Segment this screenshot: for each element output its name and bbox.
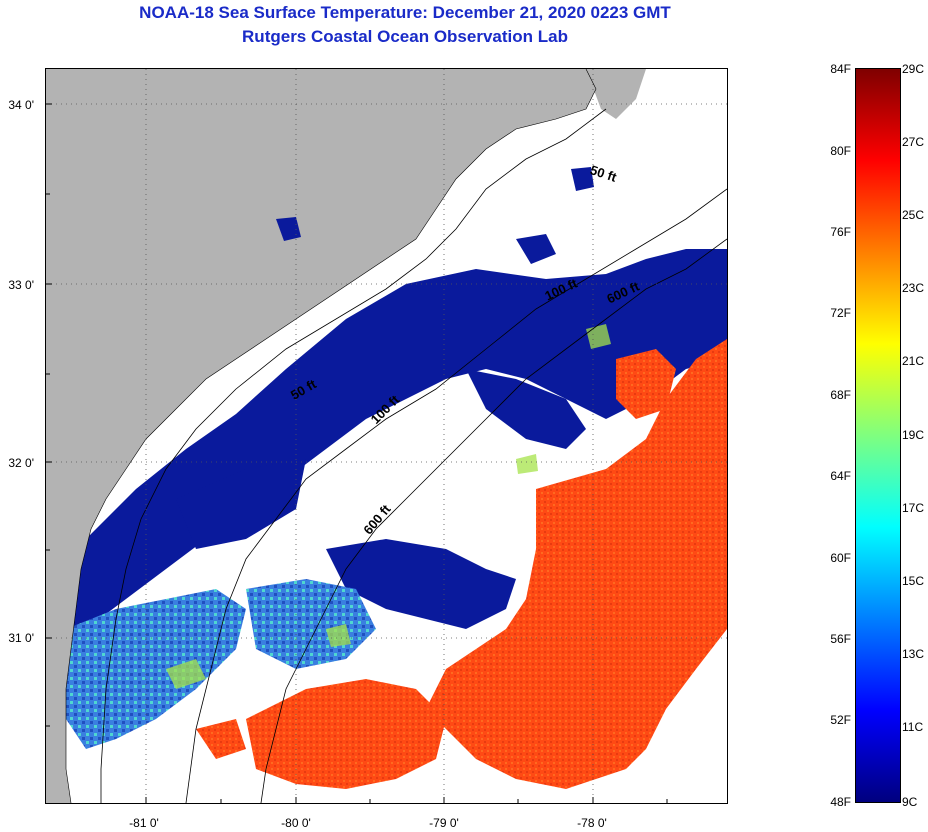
contour-100ft xyxy=(185,188,727,803)
transition-water xyxy=(166,324,611,689)
colorbar-f-label-64: 64F xyxy=(830,469,851,483)
cape-land xyxy=(586,69,646,119)
colorbar-c-label-29: 29C xyxy=(902,62,925,76)
island xyxy=(276,217,301,241)
lon-label-79: -79 0' xyxy=(429,816,459,830)
colorbar-c-label-11: 11C xyxy=(902,720,924,734)
map-gridlines xyxy=(46,69,727,803)
colorbar-c-label-17: 17C xyxy=(902,501,925,515)
map-subtitle: Rutgers Coastal Ocean Observation Lab xyxy=(242,27,568,46)
colorbar-c-label-13: 13C xyxy=(902,647,925,661)
gulf-stream xyxy=(196,339,727,789)
map-title: NOAA-18 Sea Surface Temperature: Decembe… xyxy=(139,3,671,22)
coastal-water xyxy=(66,579,376,749)
colorbar-f-label-48: 48F xyxy=(830,795,851,809)
lon-label-78: -78 0' xyxy=(577,816,607,830)
colorbar-c-label-27: 27C xyxy=(902,135,925,149)
colorbar-f-label-56: 56F xyxy=(830,632,851,646)
colorbar-f-label-80: 80F xyxy=(830,144,851,158)
colorbar-f-label-52: 52F xyxy=(830,713,851,727)
coastline xyxy=(65,69,597,803)
colorbar-f-label-68: 68F xyxy=(830,388,851,402)
contour-600ft xyxy=(260,238,727,803)
cold-shelf-water xyxy=(46,167,727,659)
land-mass xyxy=(46,69,596,803)
lat-label-34: 34 0' xyxy=(8,98,34,112)
lat-label-32: 32 0' xyxy=(8,456,34,470)
temperature-colorbar xyxy=(855,68,901,803)
colorbar-c-label-15: 15C xyxy=(902,574,925,588)
lon-label-80: -80 0' xyxy=(281,816,311,830)
colorbar-c-label-9: 9C xyxy=(902,795,918,809)
lat-label-31: 31 0' xyxy=(8,631,34,645)
colorbar-c-label-25: 25C xyxy=(902,208,925,222)
contour-50ft xyxy=(100,108,607,803)
lat-label-33: 33 0' xyxy=(8,278,34,292)
colorbar-f-label-76: 76F xyxy=(830,225,851,239)
lon-label-81: -81 0' xyxy=(129,816,159,830)
sst-map-canvas xyxy=(46,69,727,803)
colorbar-f-label-84: 84F xyxy=(830,62,851,76)
colorbar-f-label-72: 72F xyxy=(830,306,851,320)
frame-ticks xyxy=(46,103,668,803)
colorbar-c-label-23: 23C xyxy=(902,281,925,295)
colorbar-c-label-19: 19C xyxy=(902,428,925,442)
colorbar-f-label-60: 60F xyxy=(830,551,851,565)
sst-map[interactable] xyxy=(45,68,728,804)
colorbar-c-label-21: 21C xyxy=(902,354,925,368)
